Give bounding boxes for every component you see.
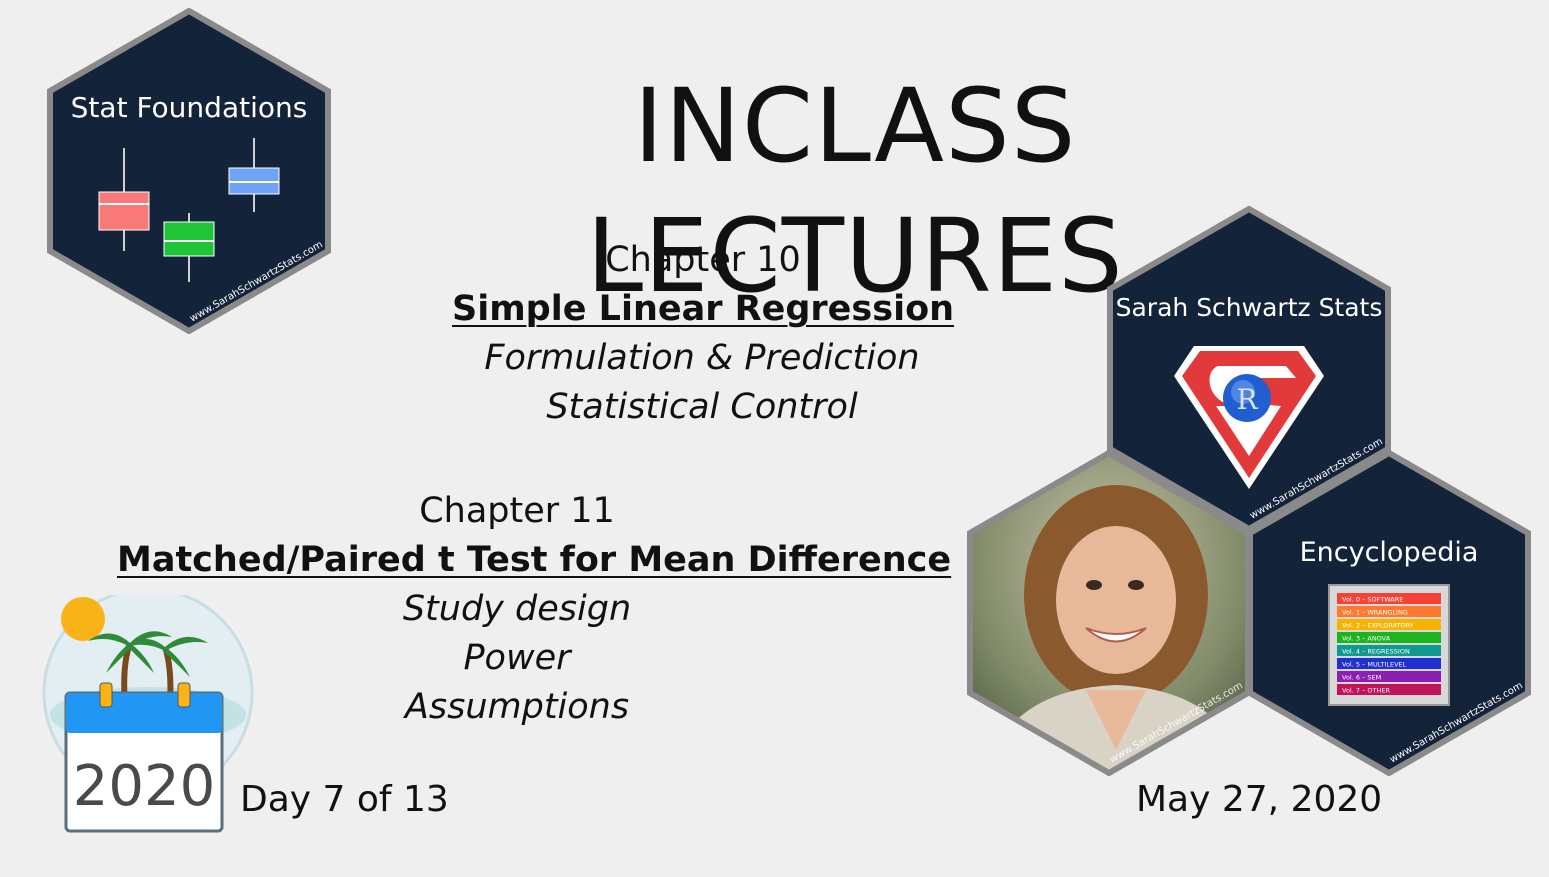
volume-label: Vol. 7 – OTHER: [1342, 687, 1390, 695]
encyclopedia-title: Encyclopedia: [1300, 537, 1479, 568]
volume-label: Vol. 3 – ANOVA: [1342, 635, 1391, 643]
chapter-10-heading: Chapter 10: [605, 240, 801, 280]
superman-r-icon: R: [1174, 346, 1324, 489]
chapter-10-topic: Simple Linear Regression: [452, 289, 955, 329]
volume-bar: [1337, 671, 1441, 682]
volume-label: Vol. 1 – WRANGLING: [1342, 609, 1408, 617]
chapter-11-subtopic: Study design: [402, 589, 632, 629]
calendar-year: 2020: [73, 754, 216, 819]
volume-label: Vol. 5 – MULTILEVEL: [1342, 661, 1407, 669]
volume-bar: [1337, 658, 1441, 669]
sss-badge-letter: R: [1236, 383, 1258, 416]
day-counter: Day 7 of 13: [240, 779, 449, 820]
volume-label: Vol. 0 – SOFTWARE: [1342, 596, 1403, 604]
chapter-10-subtopic: Statistical Control: [546, 387, 858, 427]
volume-list: Vol. 0 – SOFTWARE Vol. 1 – WRANGLING Vol. …: [1337, 593, 1441, 695]
volume-bar: [1337, 606, 1441, 617]
chapter-11-subtopic: Assumptions: [404, 687, 630, 727]
chapter-11-subtopic: Power: [463, 638, 571, 678]
volume-bar: [1337, 645, 1441, 656]
boxplot-icon: [98, 138, 280, 282]
page-title: INCLASS LECTURES: [586, 67, 1124, 316]
chapter-11-topic: Matched/Paired t Test for Mean Differenc…: [117, 540, 952, 580]
volume-label: Vol. 2 – EXPLORATORY: [1342, 622, 1414, 630]
author-photo-hex: www.SarahSchwartzStats.com: [967, 450, 1251, 776]
chapter-11-heading: Chapter 11: [419, 491, 615, 531]
volume-bar: [1337, 632, 1441, 643]
volume-bar: [1337, 619, 1441, 630]
chapter-10-subtopic: Formulation & Prediction: [484, 338, 920, 378]
stat-foundations-title: Stat Foundations: [71, 91, 308, 124]
encyclopedia-logo: Encyclopedia Vol. 0 – SOFTWARE Vol. 1 – W…: [1247, 450, 1531, 776]
sss-title: Sarah Schwartz Stats: [1116, 293, 1383, 322]
calendar-palm-tree-icon: 2020: [42, 595, 254, 833]
volume-label: Vol. 6 – SEM: [1342, 674, 1381, 682]
stat-foundations-logo: Stat Foundations www.SarahSchwartzStats.…: [47, 8, 331, 334]
volume-bar: [1337, 684, 1441, 695]
lecture-date: May 27, 2020: [1136, 779, 1383, 820]
volume-label: Vol. 4 – REGRESSION: [1342, 648, 1410, 656]
volume-bar: [1337, 593, 1441, 604]
